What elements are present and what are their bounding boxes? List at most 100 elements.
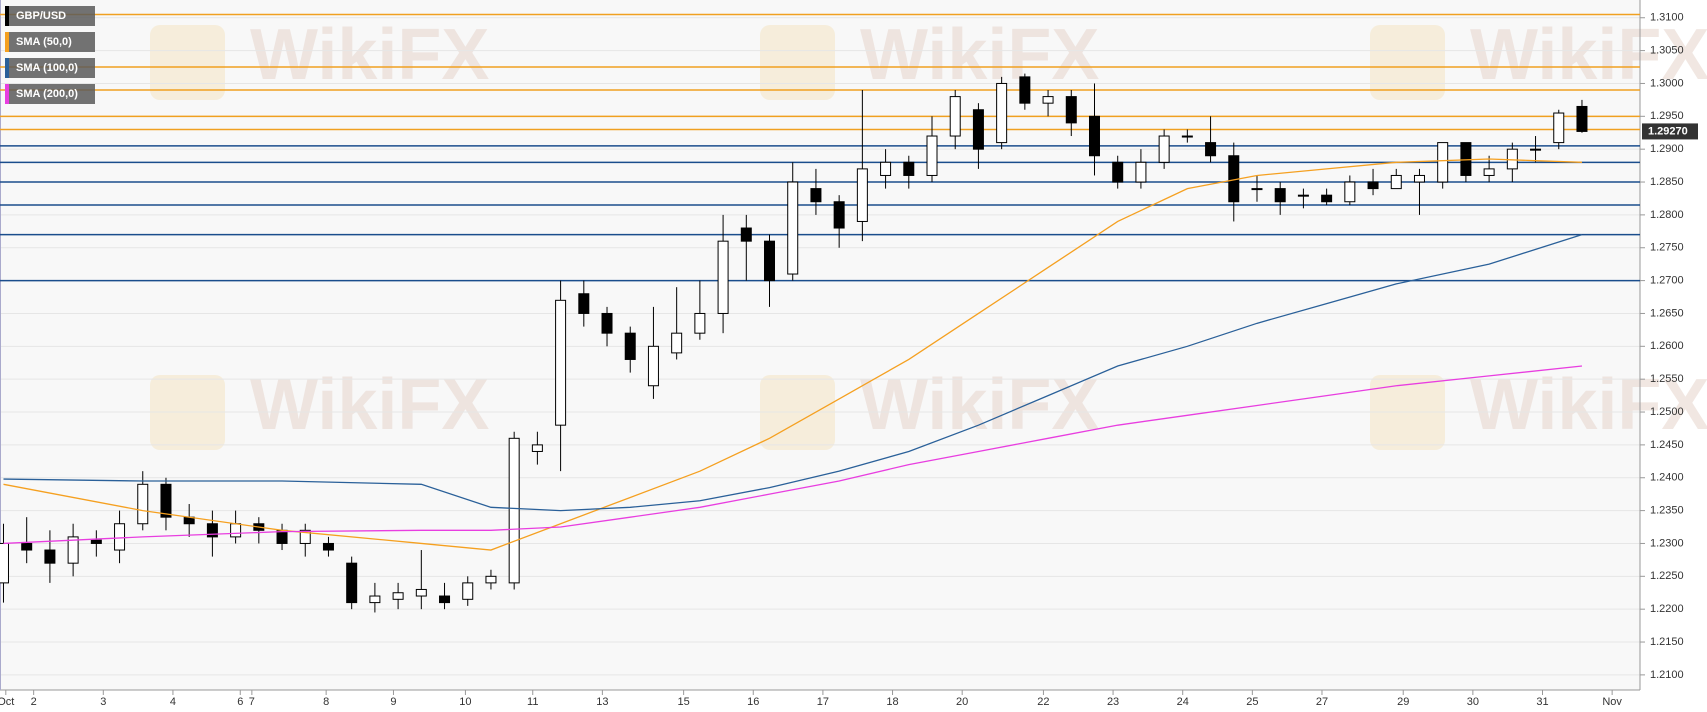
y-tick-label: 1.2100 — [1650, 669, 1684, 681]
x-tick-label: Oct — [0, 696, 14, 708]
candle-body — [44, 549, 56, 564]
y-tick-label: 1.2450 — [1650, 439, 1684, 451]
candle-body — [671, 332, 683, 354]
legend-swatch — [5, 6, 9, 26]
x-tick-label: 27 — [1316, 696, 1328, 708]
x-tick-label: 25 — [1246, 696, 1258, 708]
candle-body — [1483, 168, 1495, 176]
candle-body — [833, 201, 845, 229]
y-tick-label: 1.2850 — [1650, 176, 1684, 188]
candle-body — [764, 240, 776, 282]
candle-body — [694, 312, 706, 334]
candle-body — [787, 181, 799, 275]
candle-body — [1553, 112, 1565, 144]
y-tick-label: 1.2200 — [1650, 603, 1684, 615]
x-tick-label: 17 — [817, 696, 829, 708]
candle-body — [462, 582, 474, 600]
candle-body — [972, 109, 984, 150]
x-tick-label: 11 — [527, 696, 538, 708]
legend-box — [5, 6, 95, 26]
y-tick-label: 1.2300 — [1650, 537, 1684, 549]
legend-box — [5, 84, 95, 104]
candle-body — [1390, 174, 1402, 190]
candle-body — [415, 588, 427, 597]
price-tag — [1642, 123, 1698, 140]
x-tick-label: 30 — [1467, 696, 1479, 708]
legend-label: SMA (200,0) — [16, 88, 78, 100]
x-tick-label: 18 — [886, 696, 898, 708]
x-tick-label: 3 — [100, 696, 106, 708]
candle-body — [160, 483, 172, 518]
legend-label: SMA (50,0) — [16, 36, 72, 48]
candle-body — [624, 332, 636, 360]
candle-body — [1135, 161, 1147, 183]
candle-body — [21, 542, 33, 551]
candle-body — [1019, 76, 1031, 104]
candle-body — [1181, 135, 1193, 138]
x-tick-label: 20 — [956, 696, 968, 708]
y-tick-label: 1.2900 — [1650, 143, 1684, 155]
y-tick-label: 1.2750 — [1650, 242, 1684, 254]
y-tick-label: 1.2500 — [1650, 406, 1684, 418]
candle-body — [1321, 194, 1333, 203]
x-tick-label: 29 — [1397, 696, 1409, 708]
x-tick-label: 4 — [170, 696, 176, 708]
candle-body — [369, 595, 381, 604]
sma-line — [3, 233, 1583, 512]
x-tick-label: 2 — [31, 696, 37, 708]
y-tick-label: 1.2650 — [1650, 307, 1684, 319]
y-tick-label: 1.3100 — [1650, 12, 1684, 24]
candle-body — [1367, 181, 1379, 190]
candle-body — [647, 345, 659, 387]
legend-swatch — [5, 58, 9, 78]
candle-body — [1065, 96, 1077, 124]
candle-body — [926, 135, 938, 176]
candle-body — [1576, 105, 1588, 132]
price-tag-label: 1.29270 — [1648, 125, 1688, 137]
y-tick-label: 1.2800 — [1650, 209, 1684, 221]
candle-body — [1506, 148, 1518, 170]
legend-label: GBP/USD — [16, 10, 66, 22]
candle-body — [0, 542, 9, 584]
candle-body — [740, 227, 752, 242]
watermark: WikiFX — [1470, 365, 1707, 445]
candle-body — [137, 483, 149, 525]
candle-body — [1530, 148, 1542, 151]
y-tick-label: 1.2350 — [1650, 505, 1684, 517]
x-tick-label: 22 — [1037, 696, 1049, 708]
y-tick-label: 1.2250 — [1650, 570, 1684, 582]
candle-body — [1088, 115, 1100, 157]
candle-body — [230, 523, 242, 538]
candle-body — [1205, 142, 1217, 157]
candle-body — [1460, 142, 1472, 176]
watermark: WikiFX — [860, 15, 1099, 95]
candle-body — [949, 96, 961, 137]
y-tick-label: 1.2600 — [1650, 340, 1684, 352]
x-tick-label: 23 — [1107, 696, 1119, 708]
watermark-logo — [760, 25, 835, 100]
candle-body — [206, 523, 218, 538]
legend-swatch — [5, 32, 9, 52]
y-tick-label: 1.3000 — [1650, 77, 1684, 89]
x-tick-label: 10 — [459, 696, 471, 708]
legend-box — [5, 32, 95, 52]
watermark: WikiFX — [250, 15, 489, 95]
legend-box — [5, 58, 95, 78]
x-tick-label: 7 — [249, 696, 255, 708]
x-tick-label: 31 — [1536, 696, 1548, 708]
candle-body — [601, 312, 613, 334]
y-tick-label: 1.2700 — [1650, 275, 1684, 287]
x-tick-label: 6 — [237, 696, 243, 708]
x-tick-label: Nov — [1602, 696, 1622, 708]
candle-body — [555, 299, 567, 426]
candle-body — [578, 293, 590, 314]
candle-body — [1112, 161, 1124, 183]
candle-body — [810, 188, 822, 203]
candle-body — [322, 542, 334, 551]
candle-body — [1251, 188, 1263, 191]
watermark: WikiFX — [860, 365, 1099, 445]
legend-swatch — [5, 84, 9, 104]
candle-body — [90, 539, 102, 544]
candle-body — [114, 523, 126, 551]
